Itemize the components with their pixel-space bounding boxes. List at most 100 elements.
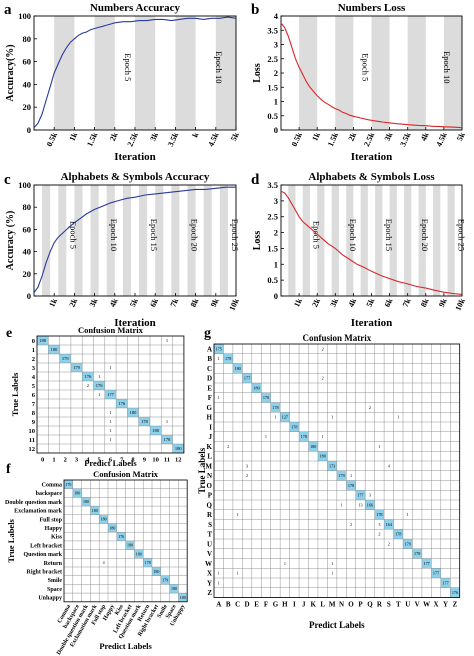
chart-g-row-label: Q xyxy=(207,501,213,509)
chart-g-diag-cell xyxy=(355,490,366,500)
chart-c-ytick-label: 80 xyxy=(23,202,32,212)
chart-g-cell-value: 1 xyxy=(274,415,276,420)
chart-e-row-label: 6 xyxy=(32,392,36,399)
chart-g-cell-value: 1 xyxy=(350,473,352,478)
chart-f-row-label: Left bracket xyxy=(30,543,62,549)
chart-g-diag-value: 180 xyxy=(320,454,326,459)
chart-e-frame xyxy=(36,335,185,454)
chart-g-cell-value: 1 xyxy=(407,512,409,517)
chart-g-diag-cell xyxy=(242,373,252,383)
chart-f-diag-value: 180 xyxy=(83,499,89,504)
chart-a-xtick-label: 4.5k xyxy=(206,131,220,148)
chart-b-ytick-label: 0 xyxy=(274,125,278,135)
chart-c-ytick-label: 100 xyxy=(18,180,31,190)
chart-f-row-label: Happy xyxy=(45,526,62,532)
chart-c-epoch-band xyxy=(74,185,83,296)
chart-f-row-label: Question mark xyxy=(23,552,62,558)
chart-g-diag-cell xyxy=(232,363,243,374)
chart-g-col-label: H xyxy=(282,601,288,609)
chart-e-diag-cell xyxy=(48,345,60,354)
chart-c-epoch-band xyxy=(155,185,164,296)
chart-c-epoch-band xyxy=(122,185,131,296)
chart-c-xtick-label: 7k xyxy=(168,297,180,309)
chart-g-diag-cell xyxy=(384,519,394,530)
chart-g-diag-value: 179 xyxy=(338,473,344,478)
chart-g-diag-value: 176 xyxy=(452,590,458,595)
chart-b-xtick-label: 0.5k xyxy=(290,131,304,148)
chart-g-diag-cell xyxy=(365,500,375,510)
chart-g-col-label: L xyxy=(320,601,325,609)
chart-f-frame xyxy=(63,479,188,603)
chart-g-cell-value: 1 xyxy=(218,356,220,361)
chart-e-row-label: 0 xyxy=(32,338,35,345)
chart-g-diag-value: 178 xyxy=(348,483,354,488)
chart-g-diag-cell xyxy=(412,548,422,559)
chart-g-row-label: D xyxy=(207,375,212,383)
chart-g-cell-value: 1 xyxy=(331,561,333,566)
chart-c-epoch-band xyxy=(187,185,196,296)
chart-d-ytick-label: 2.5 xyxy=(267,212,278,222)
chart-g-diag-value: 180 xyxy=(234,366,240,371)
chart-g-row-label: O xyxy=(207,482,213,490)
chart-g-cell-value: 2 xyxy=(369,405,371,410)
chart-g-diag-value: 164 xyxy=(386,522,393,527)
chart-b-ylabel: Loss xyxy=(252,63,263,83)
chart-g-row-label: G xyxy=(207,404,213,412)
chart-b-epoch-band xyxy=(443,16,462,130)
chart-g-diag-value: 180 xyxy=(253,385,259,390)
chart-e-cell-value: 2 xyxy=(87,383,89,388)
chart-g-diag-cell xyxy=(299,431,309,442)
chart-a-ytick-label: 20 xyxy=(23,102,32,112)
chart-f-cell-value: 4 xyxy=(103,560,105,565)
chart-f-diag-value: 180 xyxy=(153,569,159,574)
chart-a-ytick-label: 40 xyxy=(23,79,32,89)
chart-e-cell-value: 1 xyxy=(98,392,100,397)
chart-d-epoch-label: Epoch 10 xyxy=(348,219,358,251)
chart-g-col-label: F xyxy=(264,601,268,609)
chart-e-row-label: 4 xyxy=(32,374,36,381)
chart-d-epoch-band xyxy=(288,185,296,296)
chart-g-row-label: Y xyxy=(207,579,212,587)
chart-g-diag-value: 175 xyxy=(216,346,222,351)
chart-b-xtick-label: 4.5k xyxy=(434,131,448,148)
chart-c-epoch-label: Epoch 20 xyxy=(190,219,200,251)
chart-b-ytick-label: 1 xyxy=(274,97,278,107)
chart-d-epoch-band xyxy=(346,185,354,296)
chart-a-epoch-label: Epoch 10 xyxy=(214,51,224,83)
chart-e-col-label: 12 xyxy=(175,457,182,464)
chart-e-diag-cell xyxy=(172,444,184,453)
chart-e-diag-value: 180 xyxy=(51,347,59,352)
chart-b-epoch-label: Epoch 10 xyxy=(442,51,452,83)
chart-g-row-label: Z xyxy=(207,589,212,597)
chart-g-diag-value: 178 xyxy=(301,434,307,439)
chart-d-epoch-band xyxy=(302,185,310,296)
chart-g-diag-value: 178 xyxy=(225,356,231,361)
chart-g-cell-value: 1 xyxy=(218,571,220,576)
chart-g-col-label: J xyxy=(302,601,306,609)
chart-e-diag-value: 177 xyxy=(107,392,115,397)
chart-g-diag-value: 177 xyxy=(244,376,250,381)
chart-f-diag-cell xyxy=(160,575,170,585)
chart-g-col-label: W xyxy=(423,601,430,609)
chart-f-diag-cell xyxy=(116,532,126,541)
chart-e-row-label: 5 xyxy=(32,383,36,390)
chart-g-col-label: K xyxy=(310,601,316,609)
chart-g-diag-value: 177 xyxy=(433,571,439,576)
chart-c-xtick-label: 8k xyxy=(189,297,201,309)
chart-g-row-label: V xyxy=(207,550,212,558)
chart-e-cell-value: 1 xyxy=(109,428,111,433)
chart-g-diag-value: 177 xyxy=(423,561,429,566)
chart-g-row-label: I xyxy=(209,423,212,431)
chart-e-col-label: 4 xyxy=(86,457,90,464)
chart-e-cell-value: 1 xyxy=(109,437,111,442)
chart-f-diag-cell xyxy=(134,549,144,559)
chart-e-row-label: 10 xyxy=(29,428,36,435)
chart-c-xtick-label: 3k xyxy=(88,297,100,309)
chart-g-cell-value: 2 xyxy=(388,541,390,546)
chart-f-diag-cell xyxy=(99,514,108,524)
chart-g-col-label: D xyxy=(245,601,250,609)
chart-c-epoch-label: Epoch 15 xyxy=(149,219,159,251)
chart-c-epoch-band xyxy=(139,185,148,296)
chart-f-diag-value: 180 xyxy=(101,517,107,522)
chart-g-row-label: X xyxy=(207,570,212,578)
